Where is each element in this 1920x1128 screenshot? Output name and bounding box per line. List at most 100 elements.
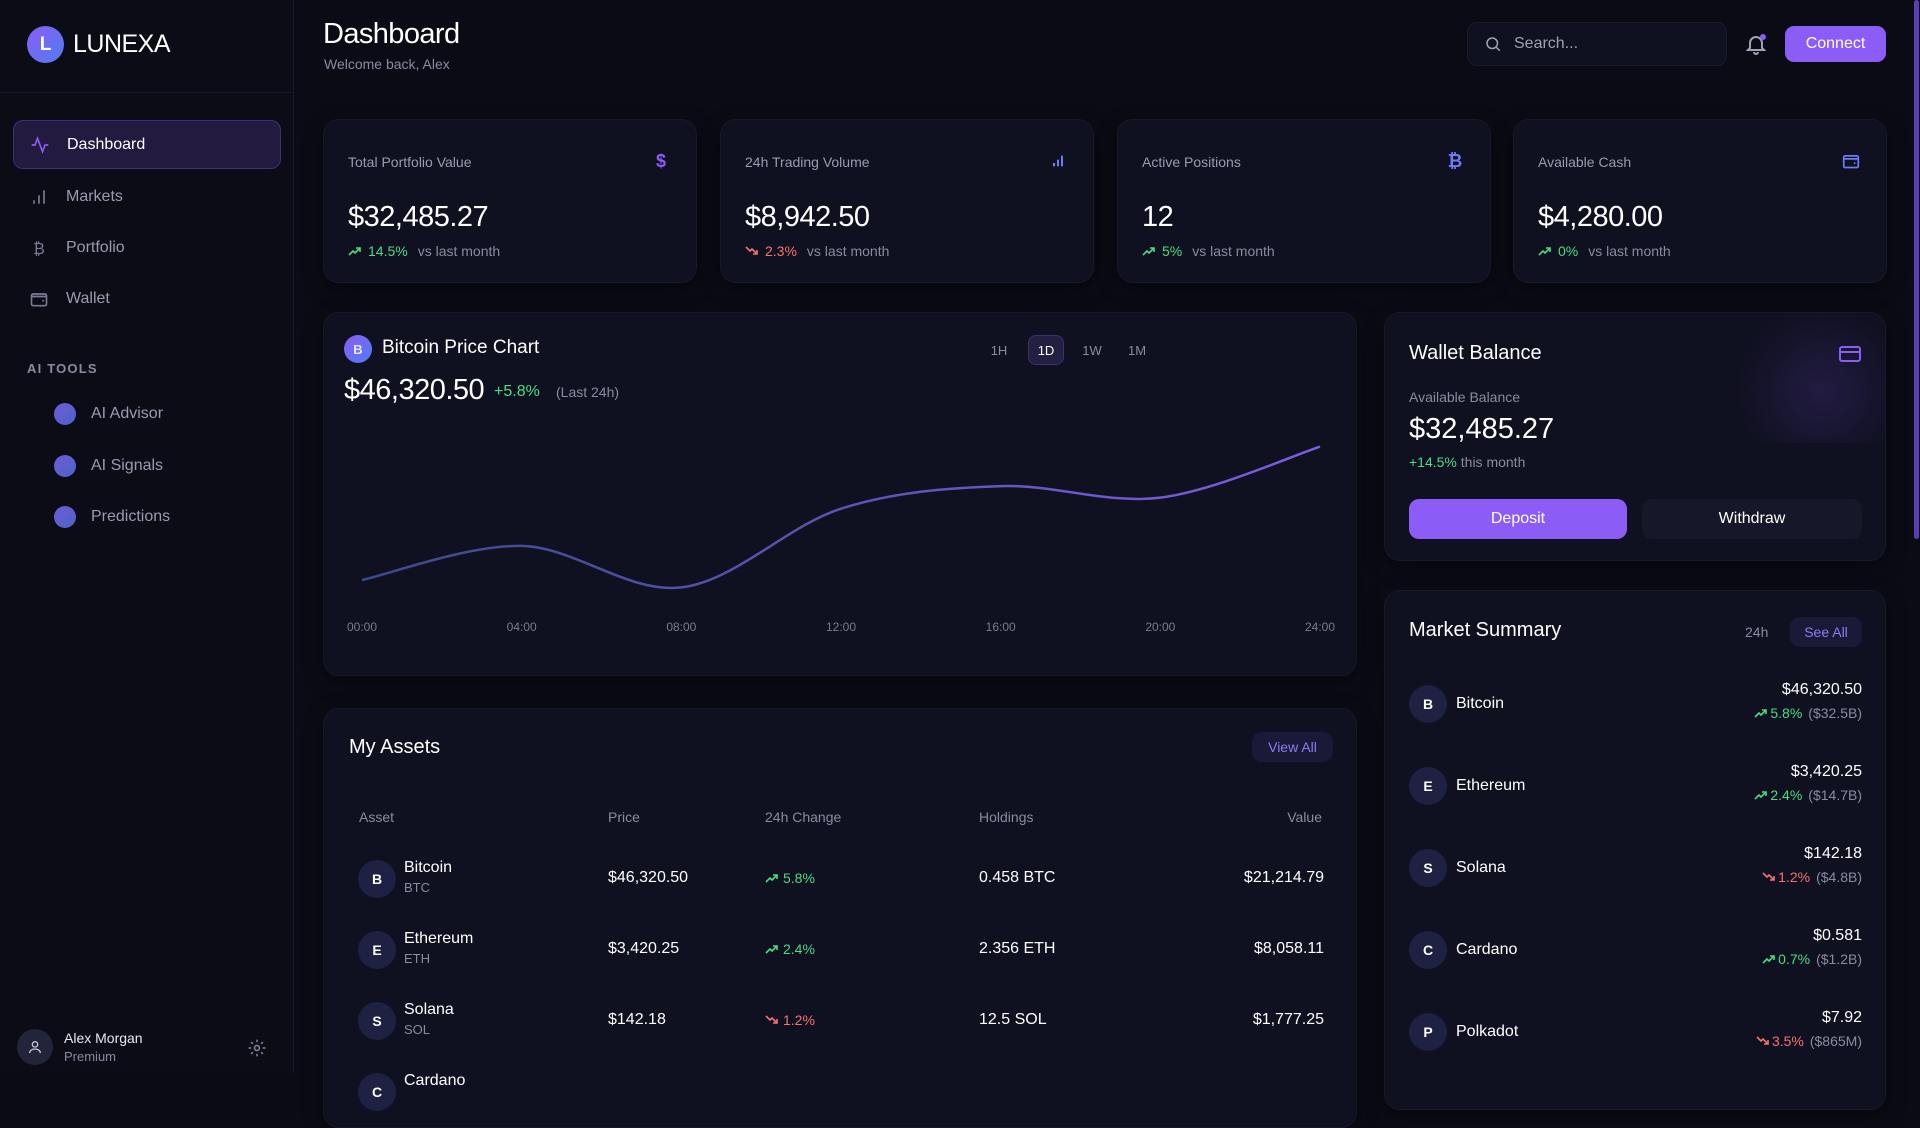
see-all-button[interactable]: See All bbox=[1790, 617, 1862, 647]
search-input[interactable] bbox=[1514, 35, 1714, 53]
trend-up-icon bbox=[1142, 243, 1156, 259]
coin-change: 3.5% ($865M) bbox=[1756, 1033, 1862, 1049]
coin-price: $46,320.50 bbox=[1781, 681, 1862, 698]
stat-card: 24h Trading Volume $8,942.50 2.3% vs last m… bbox=[720, 119, 1094, 283]
sidebar-item-label: Dashboard bbox=[67, 135, 146, 153]
wallet-icon bbox=[30, 292, 48, 306]
range-1d-button[interactable]: 1D bbox=[1028, 335, 1064, 365]
coin-icon: E bbox=[1409, 767, 1447, 805]
search-box[interactable] bbox=[1467, 22, 1727, 66]
stat-card: Active Positions ₿ 12 5% vs last month bbox=[1117, 119, 1491, 283]
sidebar-item-predictions[interactable]: Predictions bbox=[54, 502, 170, 532]
sidebar-item-dashboard[interactable]: Dashboard bbox=[13, 120, 281, 169]
coin-change: 2.4% ($14.7B) bbox=[1754, 787, 1862, 803]
bitcoin-coin-icon: B bbox=[344, 335, 372, 363]
withdraw-button[interactable]: Withdraw bbox=[1642, 499, 1862, 539]
deposit-button[interactable]: Deposit bbox=[1409, 499, 1627, 539]
search-icon bbox=[1486, 37, 1501, 52]
asset-change: 2.4% bbox=[765, 941, 815, 957]
view-all-button[interactable]: View All bbox=[1252, 732, 1333, 762]
wallet-balance-card: Wallet Balance Available Balance $32,485… bbox=[1384, 312, 1886, 561]
available-balance-label: Available Balance bbox=[1409, 389, 1521, 405]
user-icon bbox=[29, 1041, 41, 1054]
sidebar-item-ai-advisor[interactable]: AI Advisor bbox=[54, 399, 163, 429]
x-tick-label: 16:00 bbox=[986, 620, 1016, 634]
credit-card-icon[interactable] bbox=[1839, 345, 1861, 363]
asset-change-value: 2.4% bbox=[783, 941, 815, 957]
coin-price: $0.581 bbox=[1813, 927, 1862, 944]
sidebar-item-label: Predictions bbox=[91, 508, 171, 525]
chart-change: +5.8% bbox=[494, 383, 540, 400]
stat-label: Available Cash bbox=[1538, 154, 1632, 170]
trend-down-icon bbox=[745, 243, 759, 259]
avatar[interactable] bbox=[17, 1029, 53, 1065]
stat-value: $8,942.50 bbox=[745, 201, 870, 233]
stat-label: 24h Trading Volume bbox=[745, 154, 870, 170]
market-row[interactable]: P Polkadot $7.92 3.5% ($865M) bbox=[1385, 1007, 1887, 1071]
trend-up-icon bbox=[765, 941, 779, 957]
sidebar-item-label: Portfolio bbox=[66, 238, 125, 256]
x-tick-label: 08:00 bbox=[666, 620, 696, 634]
column-header: 24h Change bbox=[765, 809, 842, 825]
table-row[interactable]: C Cardano bbox=[324, 1062, 1356, 1122]
coin-icon: C bbox=[1409, 931, 1447, 969]
range-1m-button[interactable]: 1M bbox=[1127, 342, 1147, 358]
sidebar-item-markets[interactable]: Markets bbox=[13, 172, 281, 221]
trend-down-icon bbox=[765, 1012, 779, 1028]
coin-icon: B bbox=[358, 860, 396, 898]
gear-icon[interactable] bbox=[247, 1038, 267, 1058]
table-row[interactable]: S Solana SOL $142.18 1.2% 12.5 SOL $1,777.25 bbox=[324, 991, 1356, 1051]
assets-title: My Assets bbox=[349, 736, 441, 758]
svg-text:₿: ₿ bbox=[33, 239, 45, 257]
sidebar-item-label: AI Signals bbox=[91, 457, 164, 474]
x-tick-label: 20:00 bbox=[1145, 620, 1175, 634]
asset-change: 5.8% bbox=[765, 870, 815, 886]
price-series-line bbox=[361, 445, 1321, 590]
asset-change-value: 5.8% bbox=[783, 870, 815, 886]
asset-name: Solana bbox=[404, 1001, 454, 1018]
sidebar-item-label: AI Advisor bbox=[91, 405, 164, 422]
trend-up-icon bbox=[1754, 787, 1768, 803]
asset-change-value: 1.2% bbox=[783, 1012, 815, 1028]
sidebar-item-ai-signals[interactable]: AI Signals bbox=[54, 451, 163, 481]
market-row[interactable]: S Solana $142.18 1.2% ($4.8B) bbox=[1385, 843, 1887, 907]
range-1w-button[interactable]: 1W bbox=[1082, 342, 1102, 358]
market-period[interactable]: 24h bbox=[1745, 624, 1769, 640]
asset-price: $46,320.50 bbox=[608, 869, 689, 886]
asset-value: $1,777.25 bbox=[1252, 1011, 1324, 1028]
sidebar-item-wallet[interactable]: Wallet bbox=[13, 274, 281, 323]
market-summary-card: Market Summary 24h See All B Bitcoin $46,3… bbox=[1384, 590, 1886, 1110]
coin-market-cap: ($32.5B) bbox=[1808, 705, 1862, 721]
scrollbar-thumb[interactable] bbox=[1914, 0, 1919, 539]
chart-period: (Last 24h) bbox=[556, 384, 620, 400]
coin-name: Cardano bbox=[1456, 941, 1518, 958]
sidebar-item-portfolio[interactable]: ₿ Portfolio bbox=[13, 223, 281, 272]
coin-icon: B bbox=[1409, 685, 1447, 723]
coin-icon: S bbox=[1409, 849, 1447, 887]
x-tick-label: 04:00 bbox=[507, 620, 537, 634]
stat-change-note: vs last month bbox=[806, 243, 890, 259]
table-row[interactable]: E Ethereum ETH $3,420.25 2.4% 2.356 ETH $8,058… bbox=[324, 920, 1356, 980]
chart-price: $46,320.50 bbox=[344, 374, 485, 406]
bell-icon[interactable] bbox=[1744, 32, 1768, 56]
asset-symbol: ETH bbox=[404, 951, 430, 966]
asset-symbol: SOL bbox=[404, 1022, 431, 1037]
wallet-title: Wallet Balance bbox=[1409, 342, 1542, 364]
wallet-change-value: +14.5% bbox=[1409, 454, 1457, 470]
table-row[interactable]: B Bitcoin BTC $46,320.50 5.8% 0.458 BTC $21,21… bbox=[324, 849, 1356, 909]
column-header: Holdings bbox=[979, 809, 1034, 825]
sidebar: L LUNEXA Dashboard Markets ₿ Portfolio W… bbox=[0, 0, 294, 1073]
connect-button[interactable]: Connect bbox=[1785, 26, 1886, 62]
market-row[interactable]: C Cardano $0.581 0.7% ($1.2B) bbox=[1385, 925, 1887, 989]
column-header: Asset bbox=[359, 809, 395, 825]
brand-name: LUNEXA bbox=[73, 30, 171, 58]
market-row[interactable]: B Bitcoin $46,320.50 5.8% ($32.5B) bbox=[1385, 679, 1887, 743]
market-row[interactable]: E Ethereum $3,420.25 2.4% ($14.7B) bbox=[1385, 761, 1887, 825]
asset-holdings: 12.5 SOL bbox=[979, 1011, 1047, 1028]
x-tick-label: 24:00 bbox=[1305, 620, 1335, 634]
divider bbox=[0, 92, 294, 93]
range-1h-button[interactable]: 1H bbox=[990, 342, 1008, 358]
asset-symbol: BTC bbox=[404, 880, 430, 895]
column-header: Value bbox=[1287, 809, 1322, 825]
asset-holdings: 2.356 ETH bbox=[979, 940, 1056, 957]
